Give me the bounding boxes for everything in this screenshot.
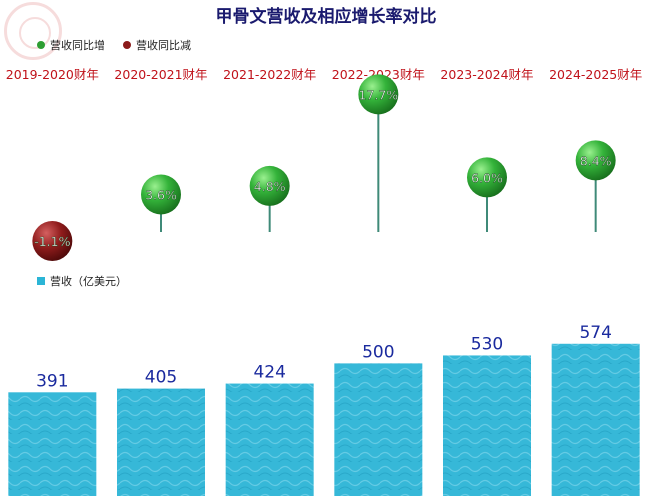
legend-up-label: 营收同比增 <box>50 38 105 52</box>
growth-value-label: 6.0% <box>471 170 503 185</box>
revenue-bar <box>443 355 531 496</box>
legend-up-marker <box>37 41 45 49</box>
revenue-bar <box>8 392 97 496</box>
revenue-series: 391 405 424 500 530 574 <box>8 323 640 496</box>
legend-down-label: 营收同比减 <box>136 38 191 52</box>
revenue-bar <box>117 388 205 496</box>
revenue-bar <box>334 363 423 496</box>
revenue-value-label: 530 <box>471 334 503 354</box>
revenue-bar <box>551 343 640 496</box>
category-label: 2020-2021财年 <box>114 67 207 82</box>
legend-revenue-marker <box>37 277 45 285</box>
revenue-bar <box>225 383 314 496</box>
growth-series: -1.1% 3.6% 4.8% 17.7% 6.0% 8.4% <box>32 74 616 261</box>
revenue-value-label: 391 <box>36 371 68 391</box>
legend-revenue-label: 营收（亿美元） <box>50 274 127 288</box>
legend-revenue: 营收（亿美元） <box>37 274 127 288</box>
category-label: 2019-2020财年 <box>6 67 99 82</box>
revenue-value-label: 574 <box>579 323 611 343</box>
growth-bubble-up <box>249 165 290 206</box>
revenue-value-label: 405 <box>145 368 177 388</box>
revenue-value-label: 424 <box>253 363 285 383</box>
legend-growth: 营收同比增 营收同比减 <box>37 38 191 52</box>
growth-bubble-down <box>32 221 73 261</box>
growth-bubble-up <box>358 74 399 115</box>
category-label: 2023-2024财年 <box>440 67 533 82</box>
growth-value-label: -1.1% <box>34 234 70 249</box>
legend-down-marker <box>123 41 131 49</box>
growth-value-label: 3.6% <box>145 187 177 202</box>
growth-bubble-up <box>141 174 181 215</box>
category-label: 2024-2025财年 <box>549 67 642 82</box>
category-labels: 2019-2020财年2020-2021财年2021-2022财年2022-20… <box>6 67 642 82</box>
category-label: 2021-2022财年 <box>223 67 316 82</box>
growth-value-label: 8.4% <box>580 153 612 168</box>
growth-bubble-up <box>467 157 507 198</box>
growth-value-label: 17.7% <box>358 87 398 102</box>
chart-title: 甲骨文营收及相应增长率对比 <box>216 6 437 27</box>
revenue-value-label: 500 <box>362 342 394 362</box>
growth-bubble-up <box>575 140 616 181</box>
watermark-logo <box>4 2 62 60</box>
growth-value-label: 4.8% <box>254 179 286 194</box>
